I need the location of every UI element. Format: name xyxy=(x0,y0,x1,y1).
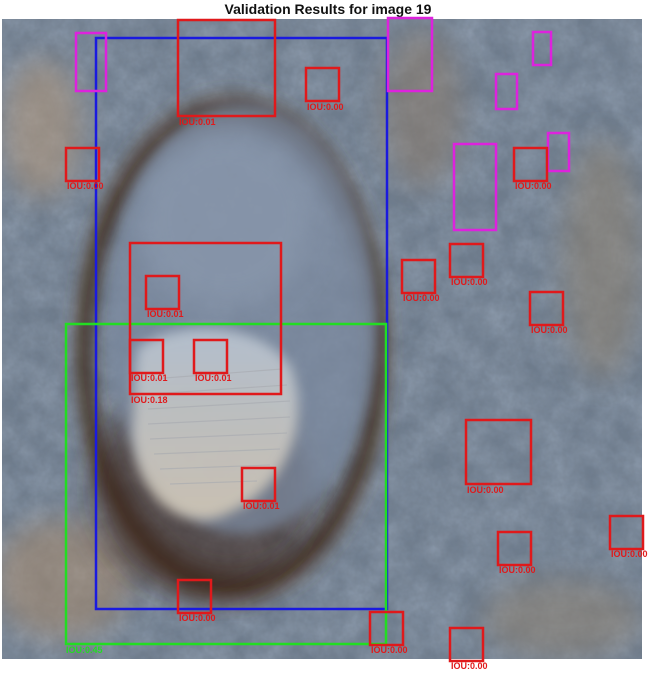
prediction-label: IOU:0.00 xyxy=(499,565,536,575)
prediction-label: IOU:0.00 xyxy=(403,293,440,303)
prediction-label: IOU:0.00 xyxy=(371,645,408,655)
prediction-box xyxy=(608,514,645,551)
other-box xyxy=(531,30,553,67)
prediction-box xyxy=(496,530,533,567)
prediction-label: IOU:0.00 xyxy=(451,661,488,671)
prediction-label: IOU:0.00 xyxy=(307,102,344,112)
chart-title: Validation Results for image 19 xyxy=(224,1,432,17)
prediction-box xyxy=(528,290,565,327)
other-boxes xyxy=(74,16,571,232)
prediction-label: IOU:0.00 xyxy=(611,549,648,559)
prediction-label: IOU:0.18 xyxy=(131,395,168,405)
prediction-box xyxy=(128,338,165,375)
prediction-label: IOU:0.01 xyxy=(195,373,232,383)
prediction-box xyxy=(192,338,229,375)
other-box xyxy=(546,131,571,173)
matched-detection-box xyxy=(64,322,388,646)
other-box xyxy=(74,31,108,93)
prediction-label: IOU:0.00 xyxy=(451,277,488,287)
prediction-label: IOU:0.00 xyxy=(179,613,216,623)
prediction-box xyxy=(368,610,405,647)
prediction-label: IOU:0.00 xyxy=(467,485,504,495)
prediction-box xyxy=(512,146,549,183)
prediction-box xyxy=(448,626,485,663)
prediction-box xyxy=(400,258,437,295)
prediction-label: IOU:0.00 xyxy=(531,325,568,335)
prediction-label: IOU:0.01 xyxy=(131,373,168,383)
other-box xyxy=(452,142,498,232)
prediction-label: IOU:0.00 xyxy=(515,181,552,191)
other-box xyxy=(386,16,434,93)
prediction-box xyxy=(176,18,277,118)
prediction-box xyxy=(176,578,213,615)
prediction-label: IOU:0.00 xyxy=(67,181,104,191)
prediction-box xyxy=(240,466,277,503)
other-box xyxy=(494,72,519,111)
prediction-label: IOU:0.01 xyxy=(179,117,216,127)
prediction-label: IOU:0.01 xyxy=(243,501,280,511)
prediction-box xyxy=(64,146,101,183)
prediction-box xyxy=(464,418,533,486)
prediction-box xyxy=(128,241,283,396)
prediction-box xyxy=(448,242,485,279)
prediction-boxes: IOU:0.01 IOU:0.00 IOU:0.00 IOU:0.00 IOU:… xyxy=(64,18,648,671)
matched-detection-label: IOU:0.45 xyxy=(66,645,103,655)
prediction-box xyxy=(304,66,341,103)
prediction-box xyxy=(144,274,181,311)
prediction-label: IOU:0.01 xyxy=(147,309,184,319)
